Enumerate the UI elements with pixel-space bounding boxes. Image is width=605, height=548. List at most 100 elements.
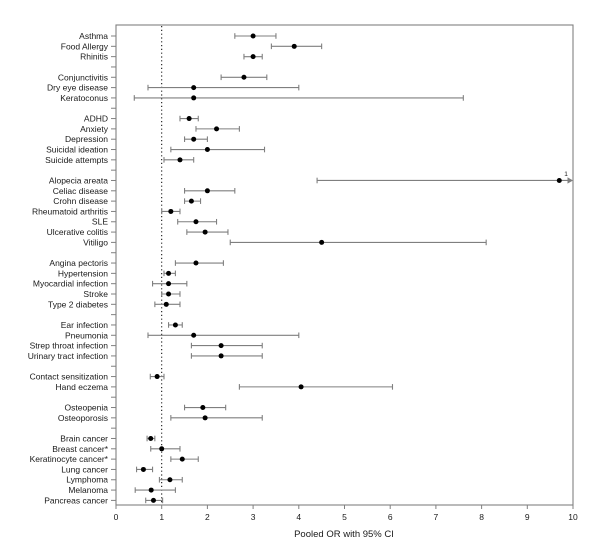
row-label: Ulcerative colitis xyxy=(47,227,108,237)
forest-row: Ulcerative colitis xyxy=(47,227,229,237)
forest-row: Depression xyxy=(65,134,208,144)
row-label: Suicidal ideation xyxy=(46,144,108,154)
forest-row: Ear infection xyxy=(61,320,183,330)
point-estimate xyxy=(177,157,183,163)
point-estimate xyxy=(188,198,194,204)
x-axis-title: Pooled OR with 95% CI xyxy=(294,529,394,540)
row-label: Stroke xyxy=(83,289,108,299)
row-label: Conjunctivitis xyxy=(58,72,108,82)
row-label: Pneumonia xyxy=(65,330,108,340)
x-tick-label: 3 xyxy=(251,512,256,522)
point-estimate xyxy=(166,291,172,297)
point-estimate xyxy=(250,33,256,39)
point-estimate xyxy=(291,43,297,49)
row-label: Keratoconus xyxy=(60,93,108,103)
point-estimate xyxy=(193,219,199,225)
footnote-marker: 1 xyxy=(564,171,568,178)
row-label: Crohn disease xyxy=(53,196,108,206)
point-estimate xyxy=(218,343,224,349)
x-tick-label: 4 xyxy=(296,512,301,522)
forest-row: ADHD xyxy=(84,114,199,124)
point-estimate xyxy=(159,446,165,452)
forest-row: Hand eczema xyxy=(56,382,394,392)
point-estimate xyxy=(241,74,247,80)
row-label: Type 2 diabetes xyxy=(48,299,108,309)
row-label: Contact sensitization xyxy=(30,372,109,382)
point-estimate xyxy=(202,415,208,421)
forest-row: Celiac disease xyxy=(53,186,236,196)
row-label: Breast cancer* xyxy=(52,444,108,454)
point-estimate xyxy=(250,54,256,60)
point-estimate xyxy=(148,487,154,493)
point-estimate xyxy=(191,332,197,338)
forest-row: Urinary tract infection xyxy=(28,351,263,361)
forest-row: Osteoporosis xyxy=(58,413,263,423)
forest-row: Pneumonia xyxy=(65,330,300,340)
ci-arrow-right xyxy=(567,177,573,184)
row-label: Vitiligo xyxy=(83,237,108,247)
x-tick-label: 2 xyxy=(205,512,210,522)
row-label: Strep throat infection xyxy=(30,341,109,351)
point-estimate xyxy=(218,353,224,359)
point-estimate xyxy=(166,270,172,276)
row-label: Dry eye disease xyxy=(47,83,108,93)
row-label: Lung cancer xyxy=(61,464,108,474)
forest-row: Osteopenia xyxy=(65,402,227,412)
forest-row: Breast cancer* xyxy=(52,444,181,454)
point-estimate xyxy=(163,301,169,307)
forest-row: Strep throat infection xyxy=(30,341,263,351)
forest-row: Keratinocyte cancer* xyxy=(30,454,199,464)
point-estimate xyxy=(140,466,146,472)
point-estimate xyxy=(179,456,185,462)
row-label: Alopecia areata xyxy=(49,175,108,185)
point-estimate xyxy=(166,281,172,287)
point-estimate xyxy=(168,208,174,214)
row-label: Myocardial infection xyxy=(33,279,108,289)
point-estimate xyxy=(154,374,160,380)
forest-row: Melanoma xyxy=(68,485,176,495)
row-label: Urinary tract infection xyxy=(28,351,109,361)
forest-row: Myocardial infection xyxy=(33,279,188,289)
point-estimate xyxy=(214,126,220,132)
row-label: Osteoporosis xyxy=(58,413,108,423)
point-estimate xyxy=(204,188,210,194)
x-tick-label: 8 xyxy=(479,512,484,522)
forest-row: Rheumatoid arthritis xyxy=(32,206,181,216)
row-label: Hand eczema xyxy=(56,382,109,392)
forest-row: Rhinitis xyxy=(80,52,263,62)
row-label: Food Allergy xyxy=(61,41,109,51)
forest-row: Alopecia areata 1 xyxy=(49,171,573,185)
forest-row: Food Allergy xyxy=(61,41,323,51)
row-label: Rheumatoid arthritis xyxy=(32,206,108,216)
forest-row: Hypertension xyxy=(58,268,176,278)
forest-row: Crohn disease xyxy=(53,196,202,206)
row-label: Lymphoma xyxy=(66,475,108,485)
row-label: Osteopenia xyxy=(65,402,109,412)
forest-row: Asthma xyxy=(79,31,277,41)
x-tick-label: 7 xyxy=(434,512,439,522)
forest-row: Angina pectoris xyxy=(49,258,224,268)
point-estimate xyxy=(191,95,197,101)
row-label: ADHD xyxy=(84,114,108,124)
plot-border xyxy=(115,24,574,506)
row-label: Melanoma xyxy=(68,485,108,495)
point-estimate xyxy=(298,384,304,390)
x-tick-label: 9 xyxy=(525,512,530,522)
row-label: Rhinitis xyxy=(80,52,108,62)
row-label: Celiac disease xyxy=(53,186,109,196)
forest-row: Lymphoma xyxy=(66,475,183,485)
point-estimate xyxy=(172,322,178,328)
forest-row: Vitiligo xyxy=(83,237,487,247)
forest-row: Lung cancer xyxy=(61,464,154,474)
point-estimate xyxy=(186,116,192,122)
x-tick-label: 6 xyxy=(388,512,393,522)
row-label: SLE xyxy=(92,217,108,227)
forest-row: Pancreas cancer xyxy=(44,495,164,505)
x-tick-label: 1 xyxy=(159,512,164,522)
row-label: Asthma xyxy=(79,31,108,41)
forest-row: Type 2 diabetes xyxy=(48,299,181,309)
forest-row: Brain cancer xyxy=(60,433,156,443)
